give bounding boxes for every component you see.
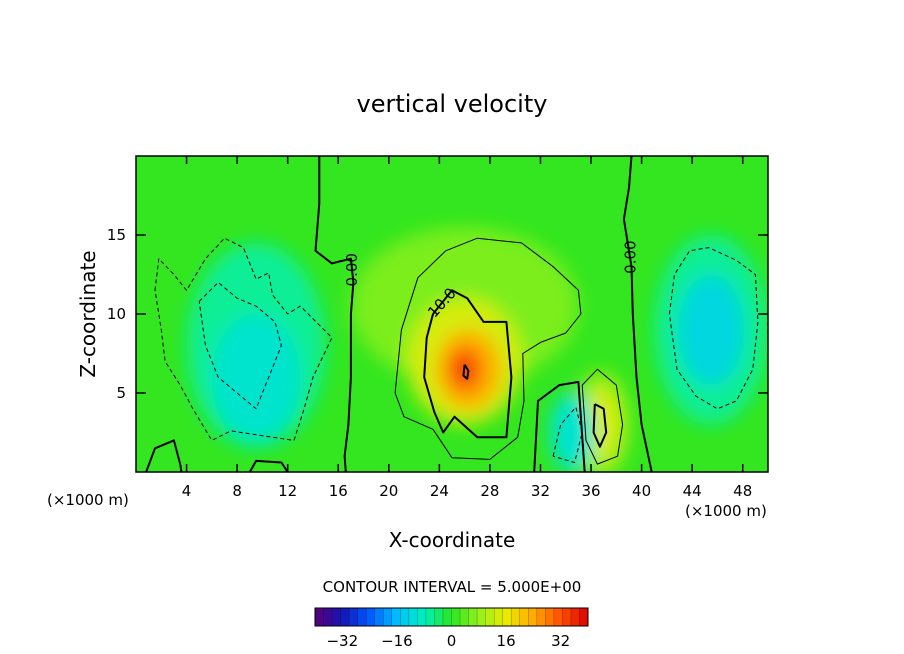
colorbar-tick-label: −16 xyxy=(381,632,413,650)
colorbar-segment xyxy=(408,608,418,626)
x-tick-label: 32 xyxy=(531,482,550,500)
y-tick-label: 5 xyxy=(116,384,126,402)
x-tick-label: 24 xyxy=(430,482,449,500)
contour-five-right xyxy=(581,368,624,465)
contour-five xyxy=(394,237,582,460)
x-tick-label: 4 xyxy=(182,482,192,500)
colorbar-segment xyxy=(315,608,324,626)
contour-zero-right xyxy=(622,156,653,472)
contour-core xyxy=(462,364,470,380)
x-unit-right: (×1000 m) xyxy=(685,502,767,520)
colorbar-segment xyxy=(485,608,495,626)
colorbar-segment xyxy=(545,608,555,626)
contour-interval-note: CONTOUR INTERVAL = 5.000E+00 xyxy=(323,578,582,596)
colorbar-segment xyxy=(562,608,572,626)
field-patch xyxy=(678,274,744,386)
colorbar-segment xyxy=(434,608,444,626)
contour-ten xyxy=(423,289,513,439)
colorbar-segment xyxy=(383,608,393,626)
colorbar-segment xyxy=(528,608,538,626)
field-patch xyxy=(549,393,595,472)
colorbar-segment xyxy=(323,608,333,626)
chart-title: vertical velocity xyxy=(357,90,548,118)
x-tick-label: 12 xyxy=(278,482,297,500)
x-tick-label: 16 xyxy=(329,482,348,500)
y-axis-label: Z-coordinate xyxy=(76,250,100,377)
colorbar-segment xyxy=(400,608,410,626)
x-unit-left: (×1000 m) xyxy=(47,491,129,509)
velocity-field xyxy=(186,227,768,472)
contour-neg-right xyxy=(668,247,759,410)
y-axis: 5 10 15 xyxy=(107,226,768,402)
colorbar-tick-label: 32 xyxy=(551,632,570,650)
colorbar-tick-label: −32 xyxy=(326,632,358,650)
colorbar-segment xyxy=(468,608,478,626)
contour-zero-bottom xyxy=(248,459,289,472)
x-tick-label: 48 xyxy=(733,482,752,500)
contour-zero-gap xyxy=(533,380,586,472)
contour-label: 0.00 xyxy=(621,240,639,273)
colorbar-segment xyxy=(553,608,563,626)
colorbar-segment xyxy=(502,608,512,626)
x-axis-label: X-coordinate xyxy=(389,528,516,552)
contour-label: 0.00 xyxy=(343,253,361,286)
colorbar-segment xyxy=(391,608,401,626)
x-tick-label: 8 xyxy=(232,482,242,500)
colorbar-segment xyxy=(511,608,521,626)
field-patch xyxy=(211,314,301,441)
contour-zero-left xyxy=(314,156,355,472)
colorbar-segment xyxy=(477,608,487,626)
colorbar-segment xyxy=(536,608,546,626)
contour-lines xyxy=(145,156,759,472)
colorbar-segment xyxy=(357,608,367,626)
colorbar xyxy=(314,607,589,627)
colorbar-segment xyxy=(570,608,580,626)
contour-updraft-right xyxy=(592,403,608,448)
colorbar-frame xyxy=(314,607,589,627)
colorbar-segment xyxy=(451,608,461,626)
colorbar-segment xyxy=(442,608,452,626)
colorbar-segment xyxy=(366,608,376,626)
x-tick-label: 20 xyxy=(379,482,398,500)
x-tick-label: 44 xyxy=(683,482,702,500)
y-tick-label: 15 xyxy=(107,226,126,244)
colorbar-segment xyxy=(579,608,589,626)
colorbar-tick-label: 16 xyxy=(497,632,516,650)
contour-zero-edge xyxy=(145,439,183,472)
colorbar-segment xyxy=(349,608,359,626)
colorbar-segment xyxy=(340,608,350,626)
colorbar-tick-label: 0 xyxy=(447,632,457,650)
colorbar-segment xyxy=(374,608,384,626)
colorbar-segment xyxy=(494,608,504,626)
x-tick-label: 36 xyxy=(581,482,600,500)
x-tick-label: 28 xyxy=(480,482,499,500)
x-axis: 4 8 12 16 20 24 28 32 36 40 44 48 xyxy=(182,156,752,500)
colorbar-tick-labels: −32 −16 0 16 32 xyxy=(326,632,570,650)
colorbar-segment xyxy=(417,608,427,626)
colorbar-segment xyxy=(460,608,469,626)
y-tick-label: 10 xyxy=(107,305,126,323)
colorbar-segment xyxy=(519,608,529,626)
x-tick-label: 40 xyxy=(632,482,651,500)
colorbar-segment xyxy=(332,608,341,626)
colorbar-segment xyxy=(425,608,435,626)
